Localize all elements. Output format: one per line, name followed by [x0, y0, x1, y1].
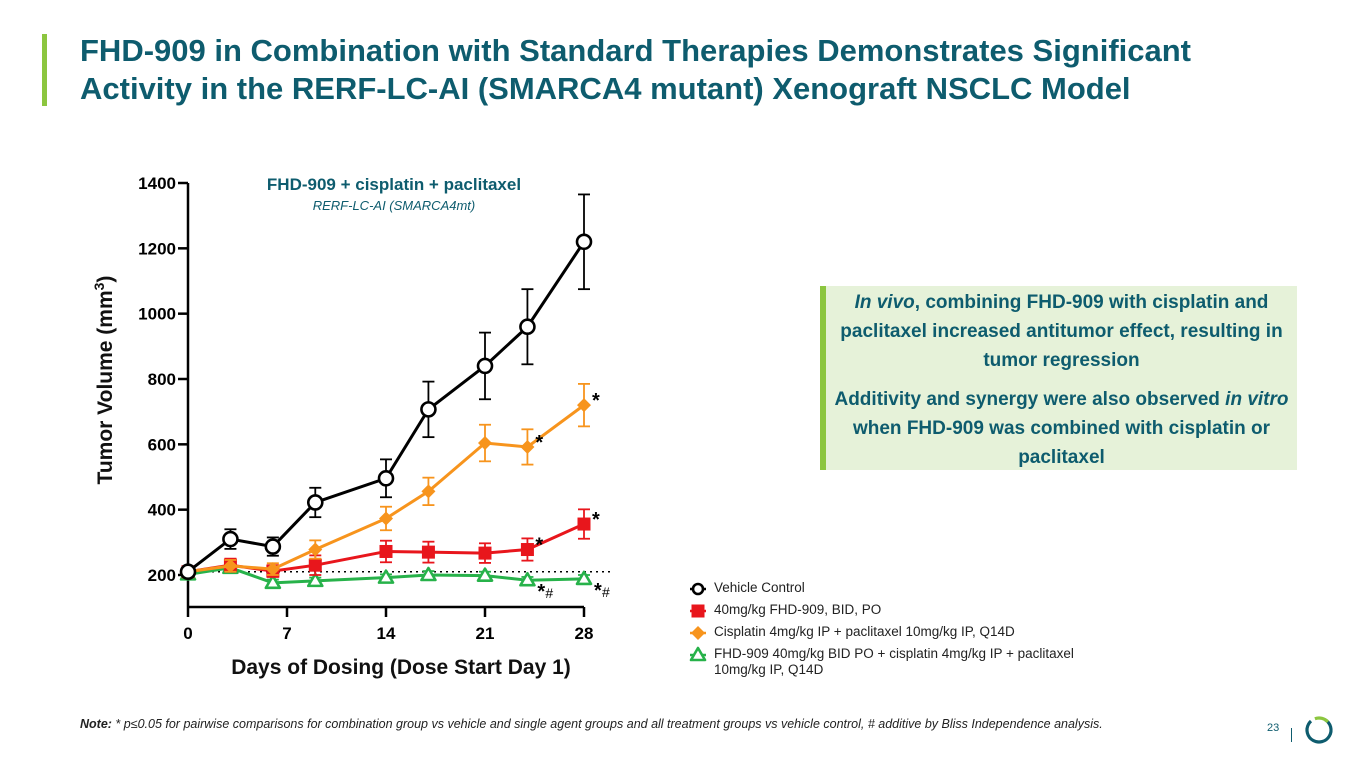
chart-legend: Vehicle Control 40mg/kg FHD-909, BID, PO C… — [688, 580, 1108, 682]
data-point — [179, 563, 197, 581]
page-title-line-2: Activity in the RERF-LC-AI (SMARCA4 muta… — [80, 71, 1131, 106]
legend-marker-icon — [690, 582, 706, 596]
data-point — [223, 558, 238, 573]
data-point — [420, 401, 437, 418]
data-point — [575, 233, 593, 251]
title-accent-bar — [42, 34, 47, 106]
y-tick-label: 200 — [148, 566, 176, 585]
legend-item: 40mg/kg FHD-909, BID, PO — [688, 602, 1108, 624]
x-tick-label: 7 — [282, 624, 291, 643]
y-tick-label: 1000 — [138, 305, 176, 324]
legend-symbol — [691, 604, 705, 618]
significance-annotation: * — [537, 581, 545, 603]
page-title-line-1: FHD-909 in Combination with Standard The… — [80, 33, 1191, 68]
y-tick-label: 600 — [148, 435, 176, 454]
chart-title: FHD-909 + cisplatin + paclitaxel — [267, 175, 521, 194]
chart-subtitle: RERF-LC-AI (SMARCA4mt) — [313, 198, 476, 213]
y-tick-label: 800 — [148, 370, 176, 389]
significance-annotation: # — [545, 585, 553, 601]
data-point — [478, 546, 492, 560]
callout-text-1: , combining FHD-909 with cisplatin and p… — [840, 292, 1283, 371]
page-number: 23 — [1267, 722, 1280, 734]
y-tick-label: 1200 — [138, 239, 176, 258]
significance-annotation: * — [592, 509, 600, 531]
legend-marker-icon — [689, 646, 707, 662]
data-point — [476, 357, 494, 375]
significance-annotation: * — [592, 390, 600, 412]
data-point — [476, 567, 494, 582]
data-point — [308, 558, 322, 572]
data-point — [421, 545, 435, 559]
data-point — [577, 517, 591, 531]
data-point — [377, 569, 395, 584]
legend-label: Cisplatin 4mg/kg IP + paclitaxel 10mg/kg… — [714, 624, 1015, 639]
data-point — [264, 574, 282, 590]
page-title: FHD-909 in Combination with Standard The… — [80, 32, 1340, 108]
data-point — [520, 543, 534, 557]
legend-label: 40mg/kg FHD-909, BID, PO — [714, 602, 882, 617]
legend-symbol — [691, 626, 705, 640]
legend-symbol — [689, 646, 707, 662]
legend-label: Vehicle Control — [714, 580, 805, 595]
legend-item: Cisplatin 4mg/kg IP + paclitaxel 10mg/kg… — [688, 624, 1108, 646]
significance-annotation: * — [535, 432, 543, 454]
x-tick-label: 28 — [575, 624, 594, 643]
x-tick-label: 0 — [183, 624, 192, 643]
data-point — [308, 542, 323, 557]
data-point — [222, 530, 239, 548]
data-point — [420, 566, 437, 582]
footnote-text: * p≤0.05 for pairwise comparisons for co… — [111, 717, 1103, 731]
data-point — [520, 439, 535, 454]
legend-item: Vehicle Control — [688, 580, 1108, 602]
data-point — [306, 572, 324, 588]
y-tick-label: 1400 — [138, 174, 176, 193]
data-point — [577, 398, 591, 413]
data-point — [377, 470, 395, 487]
footnote: Note: * p≤0.05 for pairwise comparisons … — [80, 716, 1250, 733]
legend-label: FHD-909 40mg/kg BID PO + cisplatin 4mg/k… — [714, 646, 1074, 677]
y-axis-label: Tumor Volume (mm3) — [91, 276, 117, 485]
data-point — [519, 318, 536, 336]
x-axis-label: Days of Dosing (Dose Start Day 1) — [231, 656, 571, 679]
legend-item: FHD-909 40mg/kg BID PO + cisplatin 4mg/k… — [688, 646, 1108, 682]
series-4 — [179, 559, 593, 590]
callout-text-2b: when FHD-909 was combined with cisplatin… — [852, 418, 1271, 468]
data-point — [265, 562, 280, 577]
data-point — [519, 571, 536, 587]
data-point — [264, 538, 282, 555]
x-tick-label: 14 — [377, 624, 396, 643]
footnote-label: Note: — [80, 717, 112, 731]
page-divider — [1291, 728, 1292, 742]
data-point — [379, 511, 393, 526]
callout-paragraph-1: In vivo, combining FHD-909 with cisplati… — [834, 288, 1289, 375]
legend-marker-icon — [690, 604, 706, 618]
y-tick-label: 400 — [148, 501, 176, 520]
significance-annotation: * — [594, 580, 602, 602]
significance-annotation: * — [535, 535, 543, 557]
data-point — [379, 544, 393, 558]
series-1 — [179, 193, 593, 581]
significance-annotation: # — [602, 584, 610, 600]
data-point — [478, 436, 492, 451]
x-tick-label: 21 — [476, 624, 495, 643]
callout-emphasis-in-vitro: in vitro — [1225, 389, 1289, 410]
data-point — [421, 484, 436, 499]
data-point — [575, 570, 593, 586]
callout-paragraph-2: Additivity and synergy were also observe… — [834, 385, 1289, 472]
callout-box: In vivo, combining FHD-909 with cisplati… — [820, 286, 1297, 470]
data-point — [306, 494, 324, 511]
legend-marker-icon — [690, 626, 706, 640]
legend-symbol — [691, 582, 705, 596]
callout-emphasis-in-vivo: In vivo — [854, 292, 915, 313]
company-logo-icon — [1305, 716, 1333, 744]
callout-text-2a: Additivity and synergy were also observe… — [834, 389, 1226, 410]
